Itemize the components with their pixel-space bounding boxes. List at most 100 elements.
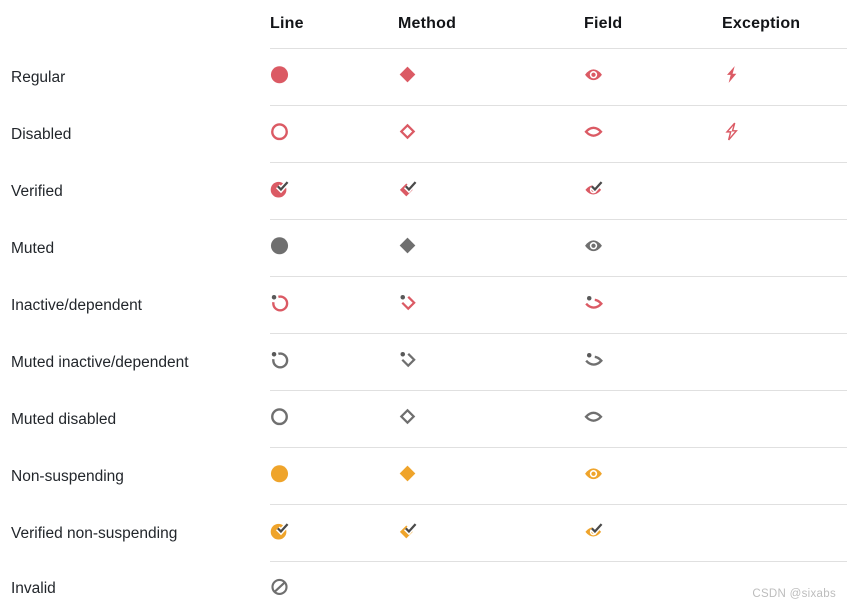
- icon-cell: [398, 521, 584, 545]
- icon-cell: [584, 293, 722, 317]
- table-row: Inactive/dependent: [0, 277, 847, 334]
- icon-cell: [398, 464, 584, 488]
- row-icons: [270, 448, 847, 505]
- row-label: Verified non-suspending: [11, 524, 178, 542]
- icon-cell: [584, 179, 722, 203]
- eye-inactive-icon: [584, 350, 603, 369]
- icon-cell: [584, 65, 722, 89]
- circle-filled-icon: [270, 464, 289, 483]
- icon-cell: [722, 122, 847, 146]
- circle-check-icon: [270, 179, 289, 198]
- icon-cell: [398, 293, 584, 317]
- row-label: Invalid: [11, 579, 56, 597]
- icon-cell: [722, 65, 847, 89]
- row-icons: [270, 49, 847, 106]
- icon-cell: [398, 350, 584, 374]
- row-label: Muted: [11, 239, 55, 257]
- icon-cell: [584, 521, 722, 545]
- eye-filled-icon: [584, 464, 603, 483]
- row-label: Inactive/dependent: [11, 296, 142, 314]
- table-row: Muted disabled: [0, 391, 847, 448]
- table-row: Muted inactive/dependent: [0, 334, 847, 391]
- icon-cell: [270, 577, 398, 601]
- circle-outline-icon: [270, 122, 289, 141]
- diamond-inactive-icon: [398, 350, 417, 369]
- circle-inactive-icon: [270, 293, 289, 312]
- row-icons: [270, 277, 847, 334]
- icon-cell: [584, 122, 722, 146]
- row-label: Non-suspending: [11, 467, 124, 485]
- column-header-exception: Exception: [722, 15, 801, 32]
- icon-cell: [398, 236, 584, 260]
- icon-cell: [270, 350, 398, 374]
- row-label: Disabled: [11, 125, 72, 143]
- diamond-check-icon: [398, 521, 417, 540]
- circle-check-icon: [270, 521, 289, 540]
- row-icons: [270, 106, 847, 163]
- watermark: CSDN @sixabs: [752, 588, 836, 600]
- icon-cell: [270, 293, 398, 317]
- eye-filled-icon: [584, 65, 603, 84]
- bolt-outline-icon: [722, 122, 741, 141]
- eye-filled-icon: [584, 236, 603, 255]
- table-header-row: Line Method Field Exception: [0, 0, 847, 49]
- row-label: Verified: [11, 182, 63, 200]
- icon-cell: [398, 179, 584, 203]
- icon-cell: [398, 122, 584, 146]
- table-body: Regular Disabled Verified Muted Inactive/dep…: [0, 49, 847, 615]
- diamond-filled-icon: [398, 65, 417, 84]
- circle-outline-icon: [270, 407, 289, 426]
- row-icons: [270, 562, 847, 615]
- table-row: Regular: [0, 49, 847, 106]
- icon-cell: [584, 350, 722, 374]
- row-icons: [270, 220, 847, 277]
- icon-cell: [270, 179, 398, 203]
- table-row: Disabled: [0, 106, 847, 163]
- eye-check-icon: [584, 179, 603, 198]
- row-icons: [270, 334, 847, 391]
- icon-cell: [270, 464, 398, 488]
- icon-cell: [584, 407, 722, 431]
- eye-outline-icon: [584, 122, 603, 141]
- row-icons: [270, 391, 847, 448]
- icon-cell: [270, 407, 398, 431]
- icon-cell: [584, 236, 722, 260]
- icon-cell: [270, 122, 398, 146]
- diamond-inactive-icon: [398, 293, 417, 312]
- row-label: Regular: [11, 68, 66, 86]
- header-empty-cell: [0, 0, 270, 49]
- header-columns: Line Method Field Exception: [270, 0, 847, 49]
- icon-cell: [398, 407, 584, 431]
- icon-cell: [584, 464, 722, 488]
- icon-cell: [270, 521, 398, 545]
- row-icons: [270, 505, 847, 562]
- bolt-filled-icon: [722, 65, 741, 84]
- table-row: Invalid: [0, 562, 847, 615]
- eye-check-icon: [584, 521, 603, 540]
- circle-invalid-icon: [270, 577, 289, 596]
- table-row: Non-suspending: [0, 448, 847, 505]
- column-header-field: Field: [584, 15, 623, 32]
- eye-inactive-icon: [584, 293, 603, 312]
- diamond-filled-icon: [398, 236, 417, 255]
- icon-cell: [270, 236, 398, 260]
- table-row: Verified: [0, 163, 847, 220]
- row-label: Muted disabled: [11, 410, 117, 428]
- circle-filled-icon: [270, 236, 289, 255]
- column-header-line: Line: [270, 15, 304, 32]
- eye-outline-icon: [584, 407, 603, 426]
- diamond-check-icon: [398, 179, 417, 198]
- table-row: Muted: [0, 220, 847, 277]
- row-label: Muted inactive/dependent: [11, 353, 189, 371]
- circle-inactive-icon: [270, 350, 289, 369]
- icon-cell: [398, 65, 584, 89]
- diamond-filled-icon: [398, 464, 417, 483]
- circle-filled-icon: [270, 65, 289, 84]
- row-icons: [270, 163, 847, 220]
- diamond-outline-icon: [398, 407, 417, 426]
- icon-cell: [270, 65, 398, 89]
- table-row: Verified non-suspending: [0, 505, 847, 562]
- column-header-method: Method: [398, 15, 457, 32]
- diamond-outline-icon: [398, 122, 417, 141]
